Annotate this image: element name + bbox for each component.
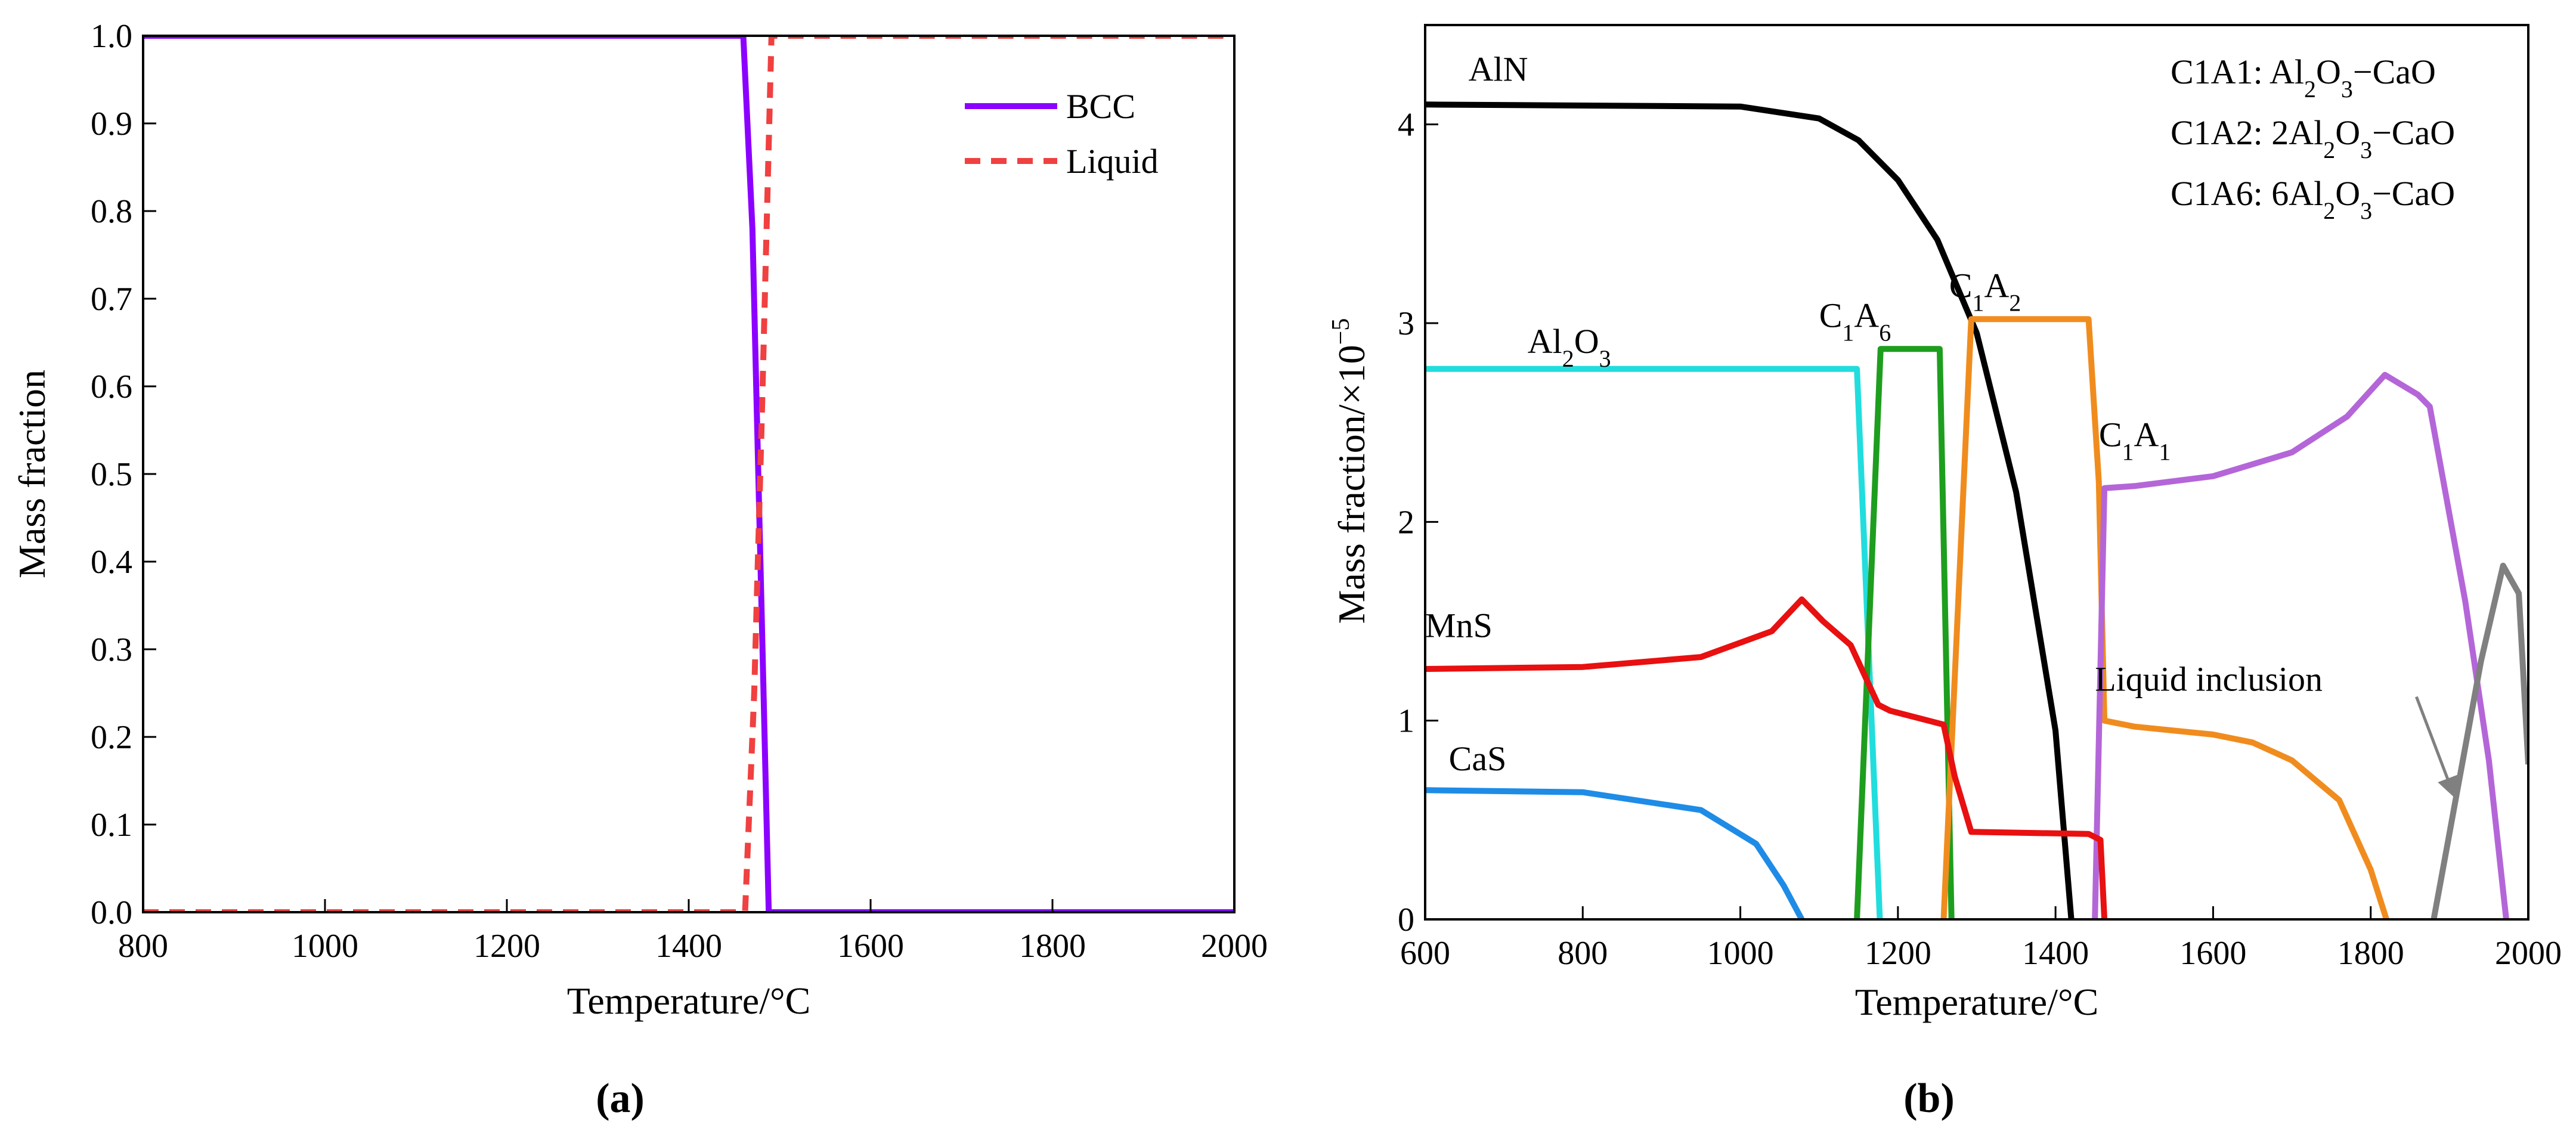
- panel-b-label: (b): [1903, 1076, 1955, 1121]
- series-line-c1a1: [2092, 371, 2509, 919]
- legend-label-bcc: BCC: [1066, 87, 1135, 126]
- series-line-cas: [1425, 787, 1805, 919]
- chart-b-y-tick-label: 3: [1398, 305, 1414, 342]
- annotation-c1a1: C1A1: [2099, 416, 2171, 466]
- series-line-mns: [1425, 596, 2108, 919]
- series-line-aln: [1425, 101, 2075, 919]
- annotation-al2o3: Al2O3: [1528, 322, 1611, 372]
- chart-a-y-tick-label: 0.2: [91, 719, 132, 756]
- chart-a-x-tick-label: 2000: [1201, 928, 1268, 965]
- chart-a-y-tick-label: 0.0: [91, 894, 132, 931]
- chart-a-y-tick-label: 0.7: [91, 281, 132, 318]
- chart-b-y-tick-label: 0: [1398, 901, 1414, 938]
- chart-a-x-tick-label: 1400: [655, 928, 722, 965]
- chart-a-y-tick-label: 0.1: [91, 807, 132, 844]
- chart-b-x-tick-label: 800: [1558, 935, 1608, 972]
- chart-b-x-tick-label: 1600: [2179, 935, 2246, 972]
- series-line-bcc: [143, 36, 1234, 912]
- chart-a-x-tick-label: 1600: [837, 928, 904, 965]
- chart-b-x-tick-label: 1200: [1865, 935, 1931, 972]
- series-line-liquid-inclusion: [2431, 562, 2528, 919]
- series-line-al2o3: [1425, 365, 1883, 919]
- chart-a-y-tick-label: 0.8: [91, 193, 132, 230]
- legend-compound-definition: C1A1: Al2O3−CaO: [2171, 52, 2436, 103]
- chart-b-x-tick-label: 1400: [2022, 935, 2089, 972]
- chart-a-legend: BCC Liquid: [965, 87, 1159, 181]
- chart-b-series: [1425, 101, 2528, 919]
- chart-a-x-tick-label: 800: [118, 928, 168, 965]
- series-line-c1a2: [1940, 316, 2389, 919]
- chart-b-x-tick-label: 2000: [2495, 935, 2562, 972]
- annotation-c1a2: C1A2: [1949, 267, 2021, 316]
- chart-a-x-axis-label: Temperature/°C: [567, 980, 811, 1022]
- chart-b-x-tick-label: 600: [1400, 935, 1450, 972]
- chart-b-plot-frame: [1424, 24, 2529, 921]
- panel-a-label: (a): [596, 1076, 645, 1121]
- annotation-c1a6: C1A6: [1819, 296, 1891, 346]
- chart-b-legend: C1A1: Al2O3−CaO C1A2: 2Al2O3−CaO C1A6: 6Al…: [2171, 52, 2455, 224]
- chart-b-ticks: 600 800 1000 1200 1400 1600 1800 2000 0 1 2 3 4: [1398, 107, 2562, 972]
- chart-a-x-tick-label: 1800: [1019, 928, 1086, 965]
- legend-compound-definition: C1A2: 2Al2O3−CaO: [2171, 113, 2455, 163]
- annotation-cas: CaS: [1449, 739, 1507, 778]
- chart-a-x-tick-label: 1200: [473, 928, 540, 965]
- chart-b-x-tick-label: 1800: [2337, 935, 2404, 972]
- chart-b-annotations: AlN Al2O3 C1A6 C1A2 C1A1 MnS CaS Liquid inclusi…: [1425, 49, 2457, 798]
- chart-a-y-tick-label: 0.5: [91, 456, 132, 493]
- chart-b-x-axis-label: Temperature/°C: [1855, 981, 2099, 1023]
- chart-panel-b: 600 800 1000 1200 1400 1600 1800 2000 0 1 2 3 4 Temp…: [1327, 24, 2562, 1121]
- chart-b-x-tick-label: 1000: [1707, 935, 1774, 972]
- chart-a-y-tick-label: 0.4: [91, 544, 132, 581]
- series-line-c1a6: [1854, 346, 1955, 919]
- chart-a-y-axis-label: Mass fraction: [11, 370, 53, 578]
- chart-a-ticks: 800 1000 1200 1400 1600 1800 2000 0.0 0.1 0.2 0.3 0…: [91, 18, 1268, 965]
- chart-panel-a: 800 1000 1200 1400 1600 1800 2000 0.0 0.1 0.2 0.3 0…: [11, 18, 1268, 1121]
- annotation-mns: MnS: [1425, 606, 1493, 645]
- chart-a-y-tick-label: 1.0: [91, 18, 132, 55]
- annotation-liquid-inclusion: Liquid inclusion: [2095, 660, 2323, 699]
- chart-a-y-tick-label: 0.9: [91, 106, 132, 142]
- chart-b-y-axis-label: Mass fraction/×10−5: [1327, 318, 1373, 624]
- chart-b-y-tick-label: 4: [1398, 107, 1414, 144]
- legend-compound-definition: C1A6: 6Al2O3−CaO: [2171, 174, 2455, 224]
- chart-a-y-tick-label: 0.6: [91, 368, 132, 405]
- chart-a-y-tick-label: 0.3: [91, 631, 132, 668]
- chart-b-y-tick-label: 2: [1398, 504, 1414, 541]
- chart-a-series: [143, 36, 1234, 912]
- chart-b-y-tick-label: 1: [1398, 703, 1414, 740]
- annotation-aln: AlN: [1469, 49, 1528, 88]
- chart-a-x-tick-label: 1000: [292, 928, 358, 965]
- legend-label-liquid: Liquid: [1066, 142, 1159, 181]
- series-line-liquid: [143, 36, 1234, 912]
- annotation-arrow-liquid-inclusion: [2415, 696, 2457, 798]
